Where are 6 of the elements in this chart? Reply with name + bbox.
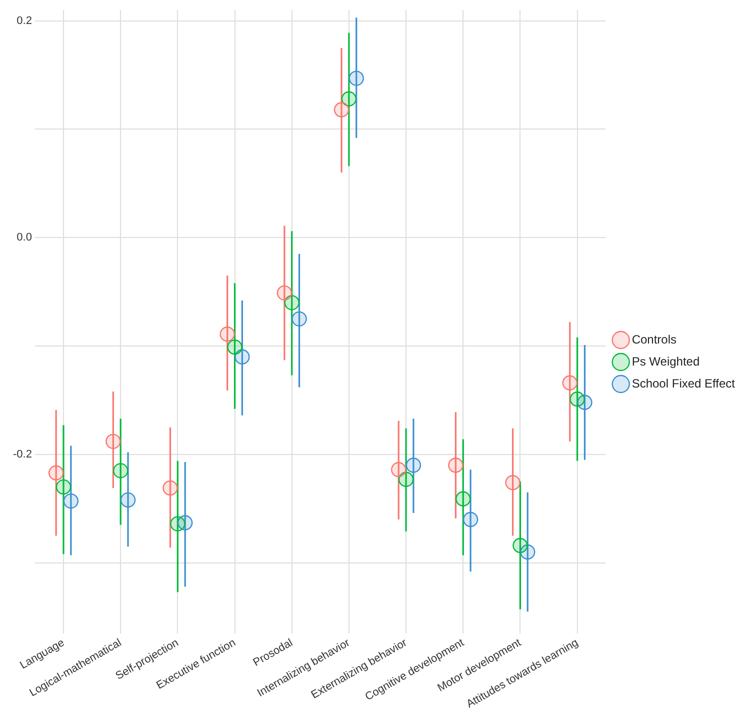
legend-label: School Fixed Effect <box>632 376 736 390</box>
y-tick-label: 0.2 <box>16 14 32 27</box>
y-tick-label: -0.2 <box>12 448 32 460</box>
y-tick-label: 0.0 <box>16 232 32 244</box>
legend-label: Controls <box>632 332 677 346</box>
legend-label: Ps Weighted <box>632 354 700 368</box>
